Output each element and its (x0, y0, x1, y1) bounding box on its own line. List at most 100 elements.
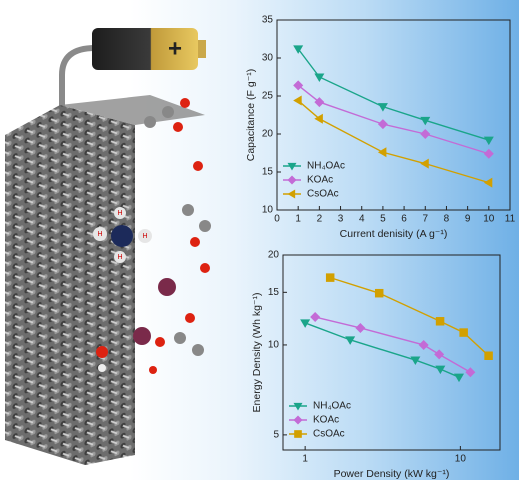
x-tick-label: 10 (483, 214, 495, 225)
marker (325, 273, 335, 282)
battery (92, 28, 198, 70)
x-tick-label: 6 (401, 214, 407, 225)
y-tick-label: 20 (262, 129, 274, 140)
legend-label: KOAc (313, 415, 339, 426)
atom (162, 106, 174, 118)
x-tick-label: 1 (302, 454, 308, 465)
marker (420, 158, 429, 169)
atom (114, 207, 126, 219)
marker (435, 365, 446, 375)
x-tick-label: 2 (317, 214, 323, 225)
x-tick-label: 3 (338, 214, 344, 225)
marker (459, 328, 468, 337)
y-tick-label: 35 (262, 15, 274, 26)
atom (98, 364, 106, 372)
y-tick-label: 30 (262, 53, 274, 64)
x-tick-label: 1 (295, 214, 301, 225)
series-line (297, 84, 490, 155)
atom (155, 337, 165, 347)
x-axis-label: Power Density (kW kg⁻¹) (334, 468, 450, 480)
marker (418, 339, 429, 350)
series-line (329, 276, 490, 357)
legend-label: NH₄OAc (307, 161, 345, 172)
cable (59, 45, 96, 110)
atom (114, 251, 126, 263)
marker (300, 319, 311, 328)
marker (314, 73, 325, 82)
atom (190, 237, 200, 247)
marker (293, 402, 303, 411)
x-axis-label: Current denisity (A g⁻¹) (340, 228, 448, 240)
marker (454, 373, 465, 383)
marker (483, 136, 494, 146)
atom (174, 332, 186, 344)
y-tick-label: 15 (262, 167, 274, 178)
y-axis-label: Energy Density (Wh kg⁻¹) (251, 293, 263, 413)
y-tick-label: 25 (262, 91, 274, 102)
atom (138, 229, 152, 243)
plot-frame (282, 254, 501, 451)
marker (355, 322, 366, 333)
x-tick-label: 11 (505, 214, 516, 225)
marker (345, 336, 356, 345)
marker (377, 119, 388, 130)
atom (149, 366, 157, 374)
legend-label: CsOAc (307, 189, 339, 200)
atom (192, 344, 204, 356)
battery-sign: + (168, 35, 182, 62)
y-tick-label: 10 (268, 340, 280, 351)
marker (410, 356, 421, 366)
marker (435, 317, 445, 326)
marker (287, 162, 297, 171)
x-tick-label: 8 (444, 214, 450, 225)
marker (483, 177, 493, 188)
marker (484, 351, 493, 361)
legend-label: KOAc (307, 175, 333, 186)
atom-label: H (117, 254, 122, 261)
marker (293, 45, 304, 54)
legend-label: CsOAc (313, 429, 345, 440)
marker (377, 103, 388, 112)
marker (314, 113, 323, 124)
marker (483, 148, 494, 159)
marker (293, 95, 302, 106)
y-tick-label: 5 (273, 430, 279, 441)
atom (182, 204, 194, 216)
x-tick-label: 4 (359, 214, 365, 225)
atom-label: H (142, 233, 147, 240)
battery-terminal (198, 40, 206, 58)
plot-frame (276, 19, 511, 211)
y-tick-label: 10 (262, 205, 274, 216)
x-tick-label: 7 (422, 214, 428, 225)
atom (199, 220, 211, 232)
x-tick-label: 5 (380, 214, 386, 225)
marker (287, 175, 297, 185)
atom (200, 263, 210, 273)
marker (293, 80, 304, 91)
marker (420, 129, 431, 139)
marker (377, 147, 387, 158)
marker (420, 116, 431, 126)
marker (314, 97, 325, 108)
ion (133, 327, 151, 345)
atom-label: H (97, 231, 102, 238)
atom (173, 122, 183, 132)
x-tick-label: 9 (465, 214, 471, 225)
atom-label: H (117, 210, 122, 217)
marker (310, 312, 321, 323)
marker (293, 415, 303, 425)
marker (294, 430, 302, 438)
series-line (304, 322, 460, 378)
x-tick-label: 0 (274, 214, 280, 225)
atom (111, 225, 133, 247)
atom (96, 346, 108, 358)
marker (434, 349, 445, 360)
legend-label: NH₄OAc (313, 401, 351, 412)
x-tick-label: 10 (455, 454, 467, 465)
y-axis-label: Capacitance (F g⁻¹) (245, 69, 257, 162)
marker (287, 189, 296, 199)
atom (144, 116, 156, 128)
